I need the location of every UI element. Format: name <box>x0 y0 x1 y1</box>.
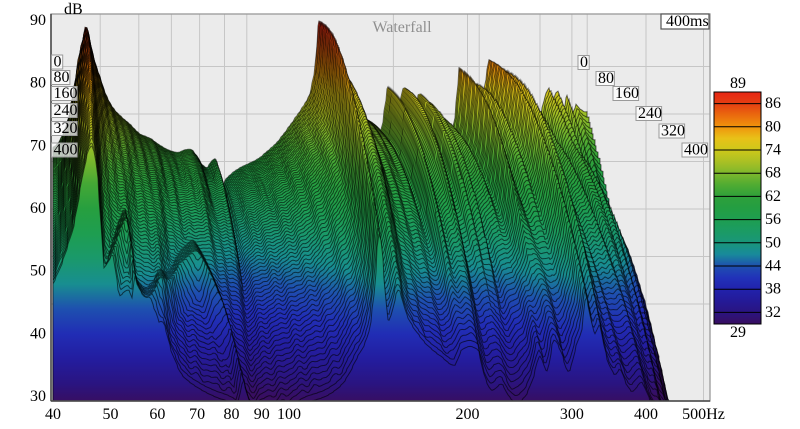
svg-text:100: 100 <box>277 406 301 423</box>
svg-text:90: 90 <box>30 12 46 29</box>
svg-text:74: 74 <box>765 142 781 159</box>
svg-text:60: 60 <box>30 200 46 217</box>
svg-text:50: 50 <box>103 406 119 423</box>
svg-text:80: 80 <box>598 70 614 87</box>
svg-text:50: 50 <box>765 234 781 251</box>
svg-text:29: 29 <box>730 324 746 341</box>
svg-text:62: 62 <box>765 188 781 205</box>
svg-text:80: 80 <box>224 406 240 423</box>
svg-text:32: 32 <box>765 304 781 321</box>
svg-text:400: 400 <box>634 406 658 423</box>
svg-text:500Hz: 500Hz <box>682 406 725 423</box>
svg-text:320: 320 <box>54 120 78 137</box>
svg-text:400ms: 400ms <box>666 13 709 30</box>
svg-text:0: 0 <box>580 54 588 71</box>
svg-text:56: 56 <box>765 211 781 228</box>
svg-text:160: 160 <box>54 85 78 102</box>
svg-text:44: 44 <box>765 258 781 275</box>
svg-text:80: 80 <box>30 75 46 92</box>
svg-text:60: 60 <box>149 406 165 423</box>
svg-text:89: 89 <box>730 75 746 92</box>
svg-text:400: 400 <box>54 142 78 159</box>
svg-text:240: 240 <box>54 102 78 119</box>
svg-text:40: 40 <box>45 406 61 423</box>
svg-text:Waterfall: Waterfall <box>372 19 432 36</box>
svg-text:200: 200 <box>456 406 480 423</box>
svg-text:70: 70 <box>30 137 46 154</box>
svg-text:70: 70 <box>189 406 205 423</box>
svg-text:30: 30 <box>30 388 46 405</box>
svg-text:40: 40 <box>30 325 46 342</box>
svg-text:400: 400 <box>684 142 708 159</box>
svg-text:68: 68 <box>765 165 781 182</box>
svg-text:0: 0 <box>54 54 62 71</box>
svg-text:50: 50 <box>30 263 46 280</box>
svg-text:160: 160 <box>615 85 639 102</box>
svg-text:90: 90 <box>254 406 270 423</box>
svg-text:240: 240 <box>638 105 662 122</box>
svg-text:86: 86 <box>765 95 781 112</box>
svg-text:80: 80 <box>765 118 781 135</box>
svg-text:dB: dB <box>64 1 83 18</box>
svg-text:80: 80 <box>54 69 70 86</box>
svg-text:300: 300 <box>560 406 584 423</box>
svg-text:320: 320 <box>661 123 685 140</box>
svg-text:38: 38 <box>765 281 781 298</box>
